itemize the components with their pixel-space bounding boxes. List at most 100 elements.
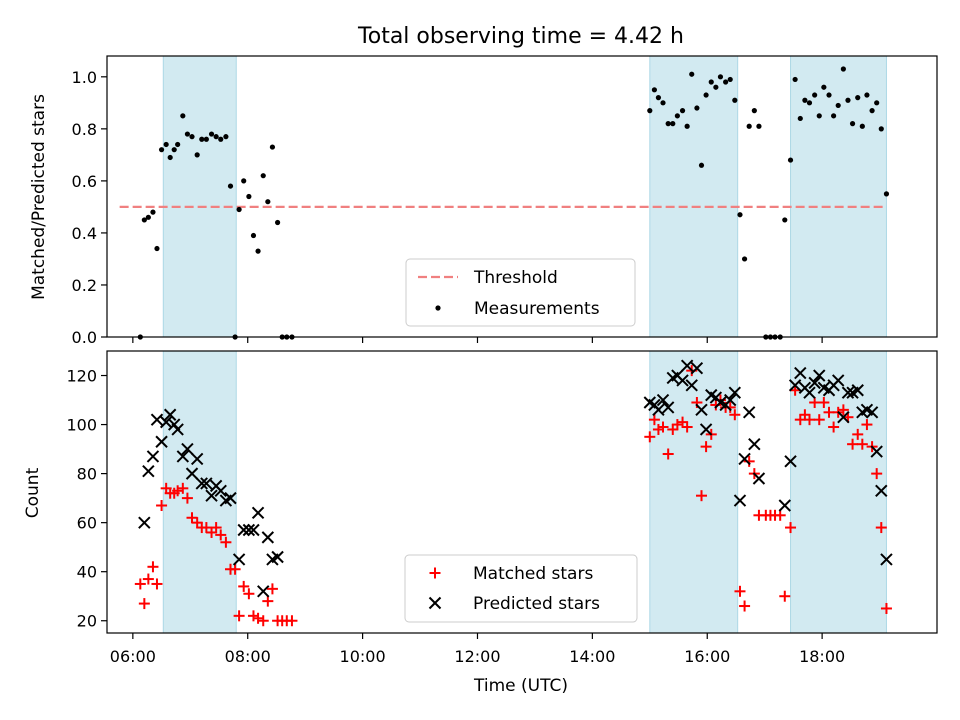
x-marker-b: [680, 359, 694, 372]
measurement-point: [194, 152, 200, 158]
measurement-point: [665, 121, 671, 127]
bottom-y-axis: 20 40 60 80 100 120: [66, 367, 107, 631]
predicted-star-point: [661, 401, 675, 414]
x-marker-b: [163, 408, 177, 421]
top-x-tick-marks: [132, 337, 823, 343]
matched-star-point: [875, 522, 887, 534]
measurement-point: [703, 92, 709, 98]
measurement-point: [655, 95, 662, 101]
predicted-star-point: [247, 523, 260, 537]
legend-threshold-label: Threshold: [473, 268, 558, 288]
matched-star-point: [724, 401, 736, 413]
predicted-star-point: [875, 484, 888, 497]
measurement-point: [241, 178, 247, 184]
bottom-y-axis-label: Count: [23, 467, 43, 518]
measurement-point: [250, 232, 257, 239]
legend-matched-label: Matched stars: [473, 564, 593, 584]
bottom-shaded-bands: [162, 350, 887, 634]
measurement-point: [167, 154, 173, 161]
measurement-point: [835, 102, 841, 109]
matched-star-point: [695, 490, 707, 502]
x-marker-b: [195, 477, 208, 490]
x-marker-b: [778, 499, 791, 512]
measurement-point: [732, 97, 738, 103]
matched-star-point: [215, 529, 227, 541]
predicted-star-point: [880, 553, 893, 566]
predicted-star-point: [271, 550, 284, 564]
measurement-point: [651, 87, 657, 93]
x-marker-b: [167, 418, 181, 431]
measurement-point: [756, 123, 762, 129]
x-marker-b: [860, 403, 874, 417]
matched-star-point: [644, 431, 656, 443]
x-marker-b: [176, 450, 190, 463]
predicted-star-point: [150, 413, 164, 426]
legend-matched-marker: [429, 567, 441, 579]
x-marker-b: [242, 523, 256, 537]
predicted-star-point: [794, 366, 807, 380]
x-axis-label: Time (UTC): [473, 676, 568, 696]
measurement-point: [694, 105, 700, 111]
matched-star-point: [142, 573, 154, 585]
matched-star-point: [238, 580, 250, 592]
predicted-star-point: [138, 516, 151, 529]
measurement-point: [849, 121, 856, 127]
predicted-star-point: [181, 442, 194, 456]
matched-star-point: [809, 396, 821, 408]
measurement-point: [708, 79, 714, 85]
measurement-point: [684, 123, 690, 129]
x-marker-b: [676, 374, 689, 387]
x-tick-label: 08:00: [225, 647, 271, 666]
legend-predicted-swatch: [428, 596, 442, 610]
x-marker-b: [232, 553, 246, 566]
observing-window-band: [790, 55, 887, 338]
predicted-star-point: [808, 376, 821, 390]
measurement-point: [831, 113, 837, 119]
matched-star-point: [856, 438, 868, 450]
x-marker-b: [813, 369, 826, 382]
matched-star-point: [257, 615, 269, 627]
predicted-star-point: [176, 450, 190, 463]
measurement-point: [670, 121, 676, 127]
measurement-point: [746, 123, 752, 129]
matched-star-point: [774, 509, 786, 521]
measurement-point: [265, 199, 271, 205]
measurement-point: [145, 214, 151, 220]
predicted-star-point: [733, 494, 747, 507]
x-marker-b: [656, 393, 670, 407]
bottom-legend-box: [404, 554, 638, 623]
top-y-axis: 0.0 0.2 0.4 0.6 0.8 1.0: [72, 68, 107, 347]
x-marker-b: [155, 435, 168, 448]
matched-star-point: [700, 441, 712, 453]
measurement-point: [227, 183, 234, 189]
measurement-point: [171, 147, 177, 153]
x-marker-b: [748, 437, 761, 451]
y-tick-label: 40: [77, 563, 97, 582]
x-marker-b: [150, 413, 164, 426]
matched-star-point: [779, 590, 791, 602]
predicted-star-point: [699, 423, 713, 436]
matched-star-point: [813, 414, 825, 426]
y-tick-label: 120: [66, 367, 97, 386]
matched-star-point: [177, 482, 189, 494]
x-marker-b: [870, 445, 883, 458]
measurement-point: [840, 66, 846, 72]
predicted-star-point: [171, 423, 184, 436]
x-marker-b: [808, 376, 821, 390]
predicted-star-point: [676, 374, 689, 387]
predicted-star-point: [257, 585, 270, 598]
x-marker-b: [690, 361, 704, 375]
top-y-axis-label: Matched/Predicted stars: [29, 94, 49, 300]
bottom-plot-panel: 20 40 60 80 100 120 06:00 08:00 10:00 12:00 14:00…: [23, 350, 938, 696]
x-marker-b: [428, 596, 442, 610]
measurement-point: [727, 76, 733, 83]
measurement-point: [741, 256, 748, 262]
matched-star-point: [803, 414, 815, 426]
x-marker-b: [142, 464, 155, 478]
predicted-star-point: [146, 450, 160, 463]
measurement-point: [203, 136, 209, 142]
predicted-star-point: [205, 489, 218, 502]
measurement-point: [158, 147, 165, 153]
matched-star-point: [210, 522, 222, 534]
x-marker-b: [146, 450, 160, 463]
